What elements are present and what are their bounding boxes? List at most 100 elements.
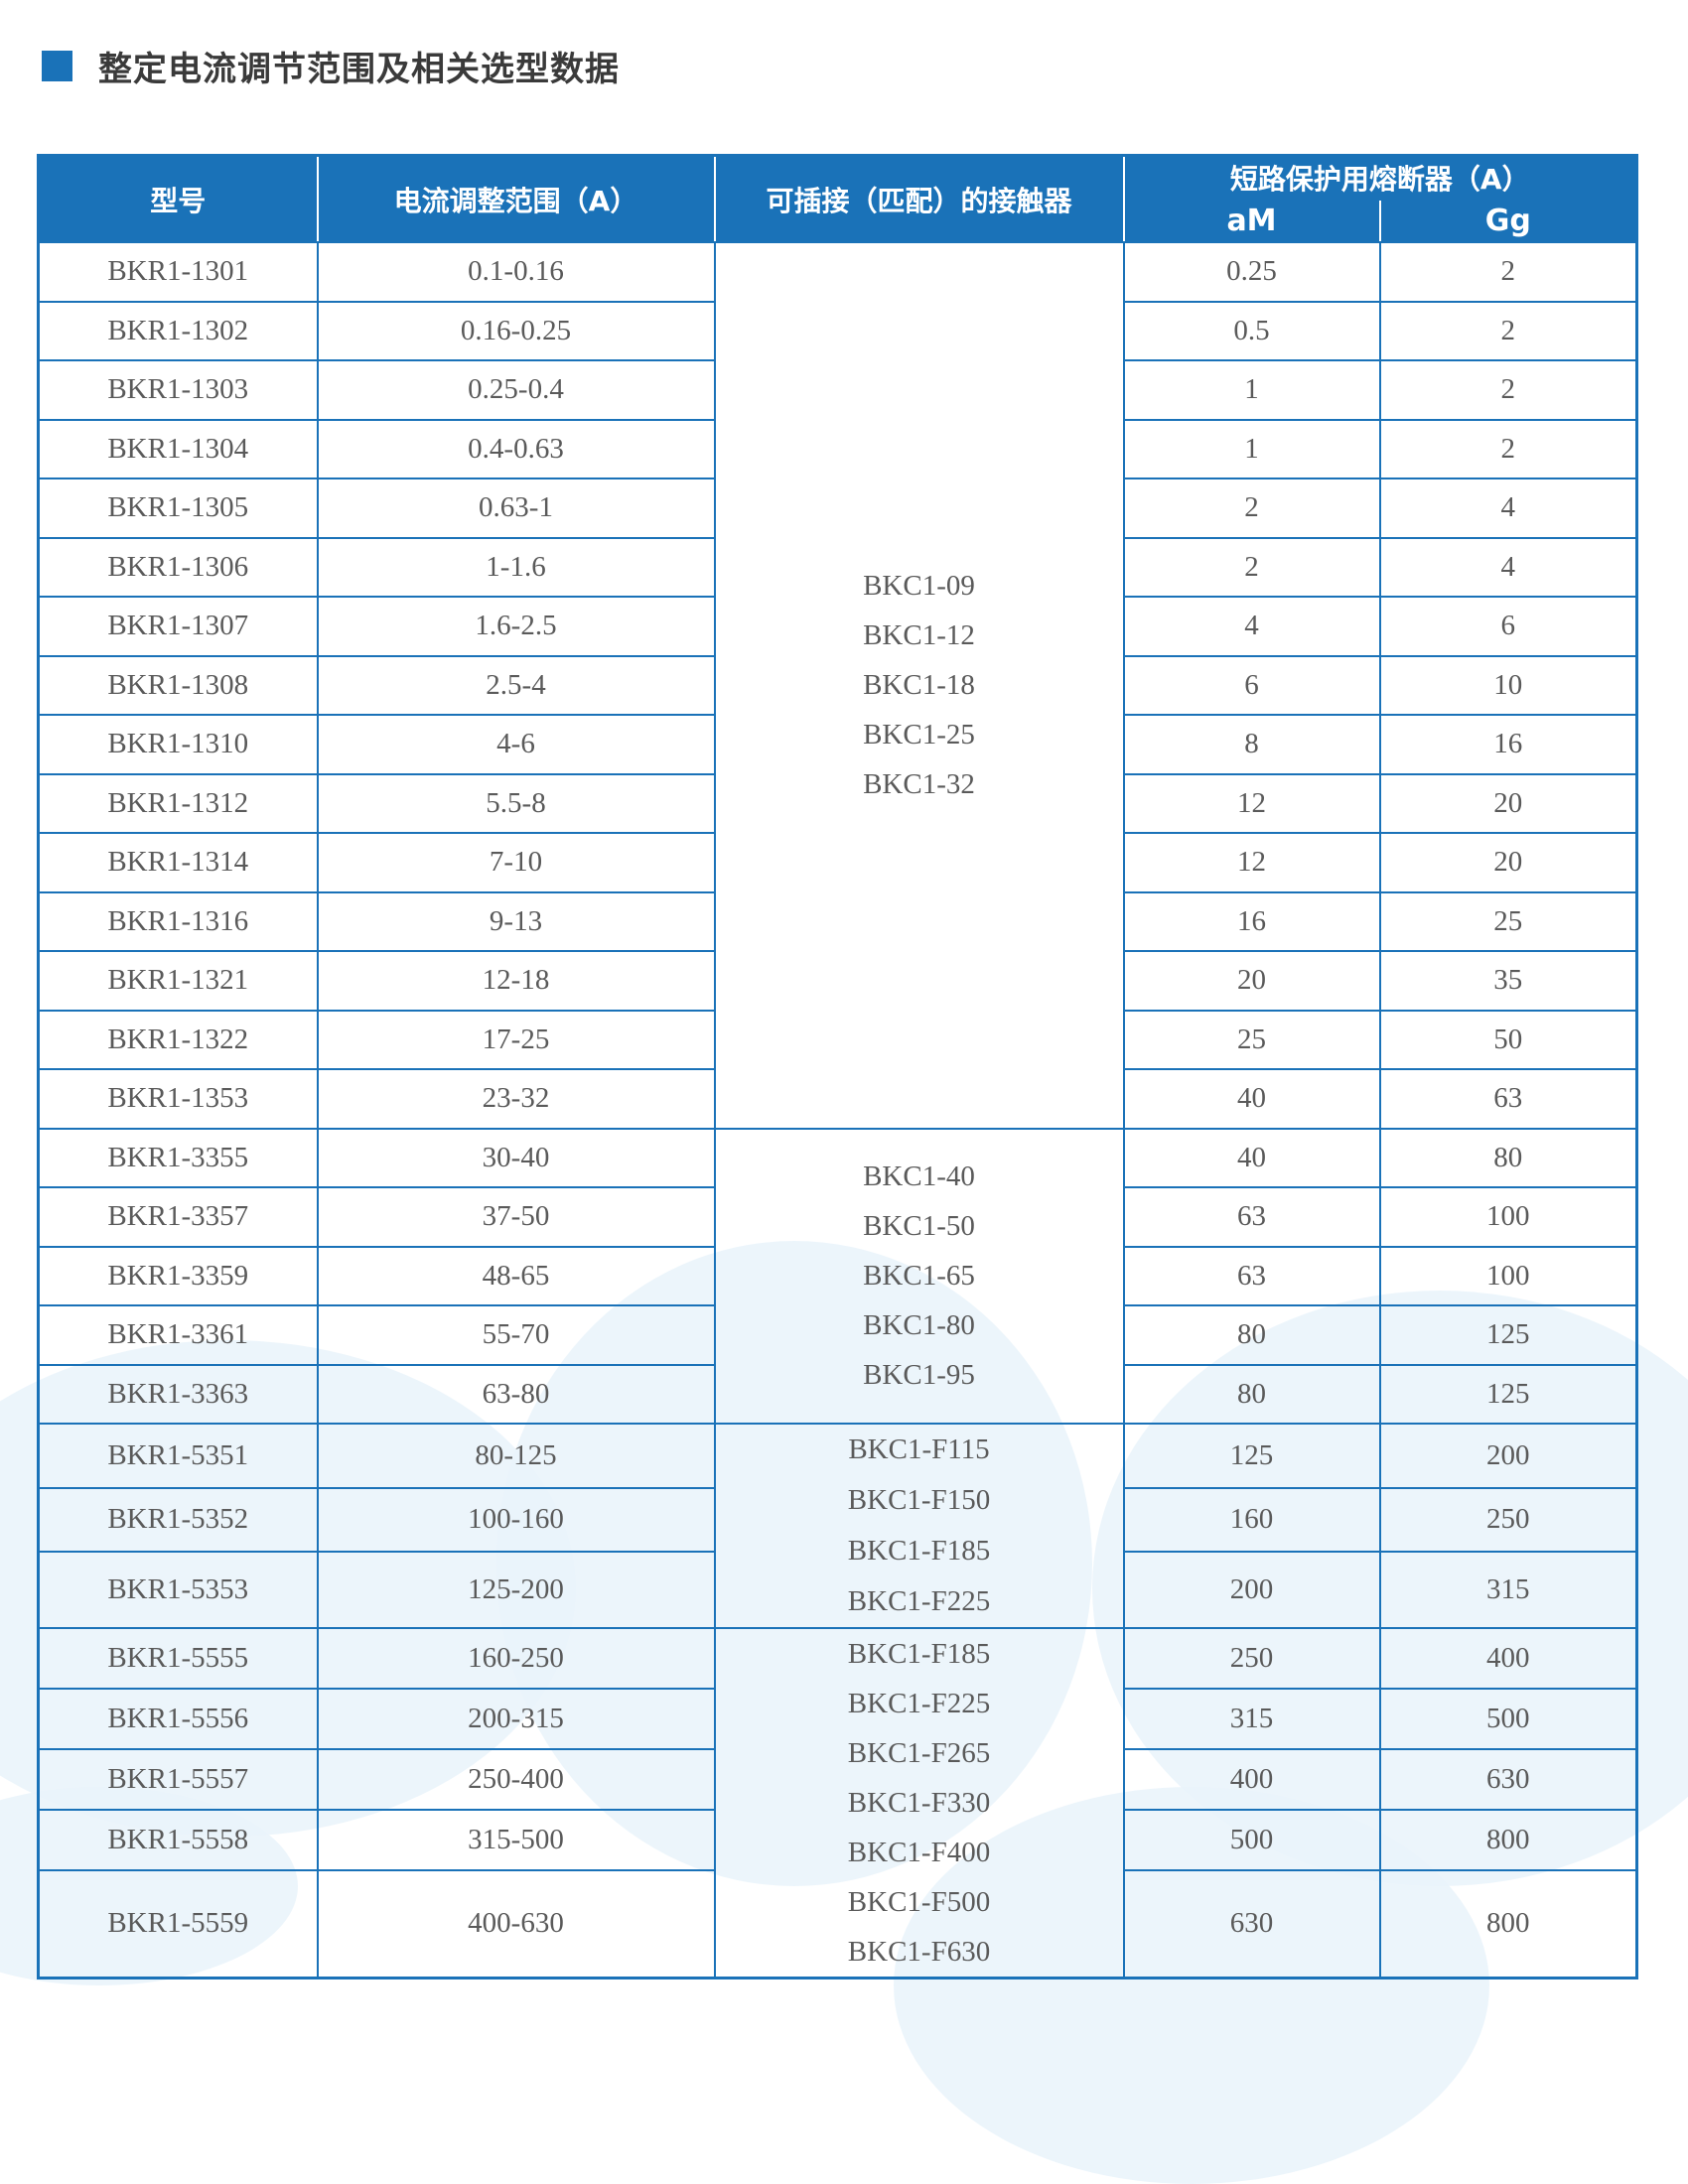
model-cell: BKR1-1305: [37, 478, 319, 539]
gg-fuse-cell: 100: [1378, 1186, 1638, 1248]
range-cell: 0.16-0.25: [316, 300, 716, 361]
am-fuse-cell: 315: [1122, 1687, 1381, 1750]
table-row: BKR1-5559 400-630 630 800: [37, 1868, 1638, 1979]
range-cell: 5.5-8: [316, 772, 716, 834]
am-fuse-cell: 80: [1122, 1363, 1381, 1425]
range-cell: 250-400: [316, 1747, 716, 1811]
table-row: BKR1-1316 9-13 16 25: [37, 890, 1638, 952]
gg-fuse-cell: 25: [1378, 890, 1638, 952]
model-cell: BKR1-5351: [37, 1423, 319, 1489]
gg-fuse-cell: 20: [1378, 772, 1638, 834]
gg-fuse-cell: 80: [1378, 1127, 1638, 1188]
range-cell: 12-18: [316, 950, 716, 1012]
contactor-item: BKC1-F630: [847, 1936, 991, 1968]
gg-fuse-cell: 35: [1378, 950, 1638, 1012]
gg-fuse-cell: 800: [1378, 1808, 1638, 1871]
range-cell: 0.4-0.63: [316, 418, 716, 479]
contactor-item: BKC1-F265: [847, 1737, 991, 1769]
table-row: BKR1-1301 0.1-0.16 BKC1-09 BKC1-12 BKC1-18 BK…: [37, 241, 1638, 1130]
am-fuse-cell: 500: [1122, 1808, 1381, 1871]
gg-fuse-cell: 400: [1378, 1627, 1638, 1690]
am-fuse-cell: 2: [1122, 478, 1381, 539]
table-row: BKR1-5353 125-200 200 315: [37, 1551, 1638, 1629]
model-cell: BKR1-1302: [37, 300, 319, 361]
contactor-item: BKC1-F500: [847, 1886, 991, 1918]
table-row: BKR1-3361 55-70 80 125: [37, 1304, 1638, 1366]
contactor-item: BKC1-32: [863, 768, 975, 801]
table-row: BKR1-1304 0.4-0.63 1 2: [37, 418, 1638, 479]
model-cell: BKR1-1314: [37, 832, 319, 893]
gg-fuse-cell: 10: [1378, 654, 1638, 716]
am-fuse-cell: 0.25: [1122, 241, 1381, 303]
model-cell: BKR1-5557: [37, 1747, 319, 1811]
am-fuse-cell: 1: [1122, 359, 1381, 421]
am-fuse-cell: 12: [1122, 772, 1381, 834]
model-cell: BKR1-1307: [37, 596, 319, 657]
table-row: BKR1-1305 0.63-1 2 4: [37, 478, 1638, 539]
table-row: BKR1-3363 63-80 80 125: [37, 1363, 1638, 1425]
contactor-item: BKC1-F225: [847, 1688, 991, 1719]
range-cell: 0.25-0.4: [316, 359, 716, 421]
gg-fuse-cell: 2: [1378, 418, 1638, 479]
gg-fuse-cell: 2: [1378, 359, 1638, 421]
range-cell: 200-315: [316, 1687, 716, 1750]
contactor-item: BKC1-F400: [847, 1837, 991, 1868]
gg-fuse-cell: 4: [1378, 536, 1638, 598]
header-model: 型号: [37, 154, 319, 243]
model-cell: BKR1-3355: [37, 1127, 319, 1188]
model-cell: BKR1-1308: [37, 654, 319, 716]
am-fuse-cell: 16: [1122, 890, 1381, 952]
am-fuse-cell: 630: [1122, 1868, 1381, 1979]
range-cell: 160-250: [316, 1627, 716, 1690]
range-cell: 0.63-1: [316, 478, 716, 539]
am-fuse-cell: 12: [1122, 832, 1381, 893]
table-row: BKR1-1321 12-18 20 35: [37, 950, 1638, 1012]
am-fuse-cell: 6: [1122, 654, 1381, 716]
contactor-item: BKC1-F115: [848, 1433, 990, 1465]
range-cell: 17-25: [316, 1009, 716, 1070]
model-cell: BKR1-1303: [37, 359, 319, 421]
gg-fuse-cell: 100: [1378, 1245, 1638, 1306]
model-cell: BKR1-3357: [37, 1186, 319, 1248]
header-am: aM: [1122, 199, 1381, 243]
am-fuse-cell: 2: [1122, 536, 1381, 598]
gg-fuse-cell: 63: [1378, 1068, 1638, 1130]
gg-fuse-cell: 125: [1378, 1304, 1638, 1366]
am-fuse-cell: 4: [1122, 596, 1381, 657]
range-cell: 37-50: [316, 1186, 716, 1248]
header-contactor: 可插接（匹配）的接触器: [713, 154, 1125, 243]
title-square-icon: [42, 51, 72, 81]
am-fuse-cell: 8: [1122, 714, 1381, 775]
gg-fuse-cell: 800: [1378, 1868, 1638, 1979]
header-fuse: 短路保护用熔断器（A）: [1122, 154, 1638, 201]
range-cell: 55-70: [316, 1304, 716, 1366]
contactor-item: BKC1-F330: [847, 1787, 991, 1819]
model-cell: BKR1-5353: [37, 1551, 319, 1629]
model-cell: BKR1-5558: [37, 1808, 319, 1871]
contactor-cell: BKC1-F185 BKC1-F225 BKC1-F265 BKC1-F330 BKC1…: [713, 1627, 1125, 1979]
table-row: BKR1-3357 37-50 63 100: [37, 1186, 1638, 1248]
table-row: BKR1-5555 160-250 BKC1-F185 BKC1-F225 BKC1-F…: [37, 1627, 1638, 1979]
contactor-item: BKC1-25: [863, 719, 975, 751]
range-cell: 2.5-4: [316, 654, 716, 716]
gg-fuse-cell: 2: [1378, 300, 1638, 361]
gg-fuse-cell: 630: [1378, 1747, 1638, 1811]
range-cell: 1-1.6: [316, 536, 716, 598]
gg-fuse-cell: 16: [1378, 714, 1638, 775]
contactor-item: BKC1-95: [863, 1359, 975, 1392]
model-cell: BKR1-1304: [37, 418, 319, 479]
table-row: BKR1-5351 80-125 BKC1-F115 BKC1-F150 BKC1-F1…: [37, 1423, 1638, 1629]
am-fuse-cell: 0.5: [1122, 300, 1381, 361]
range-cell: 400-630: [316, 1868, 716, 1979]
table-row: BKR1-1308 2.5-4 6 10: [37, 654, 1638, 716]
range-cell: 4-6: [316, 714, 716, 775]
model-cell: BKR1-1306: [37, 536, 319, 598]
range-cell: 9-13: [316, 890, 716, 952]
table-row: BKR1-1312 5.5-8 12 20: [37, 772, 1638, 834]
contactor-item: BKC1-F225: [847, 1585, 991, 1617]
am-fuse-cell: 63: [1122, 1186, 1381, 1248]
model-cell: BKR1-3359: [37, 1245, 319, 1306]
contactor-item: BKC1-65: [863, 1260, 975, 1293]
model-cell: BKR1-5352: [37, 1486, 319, 1553]
range-cell: 80-125: [316, 1423, 716, 1489]
